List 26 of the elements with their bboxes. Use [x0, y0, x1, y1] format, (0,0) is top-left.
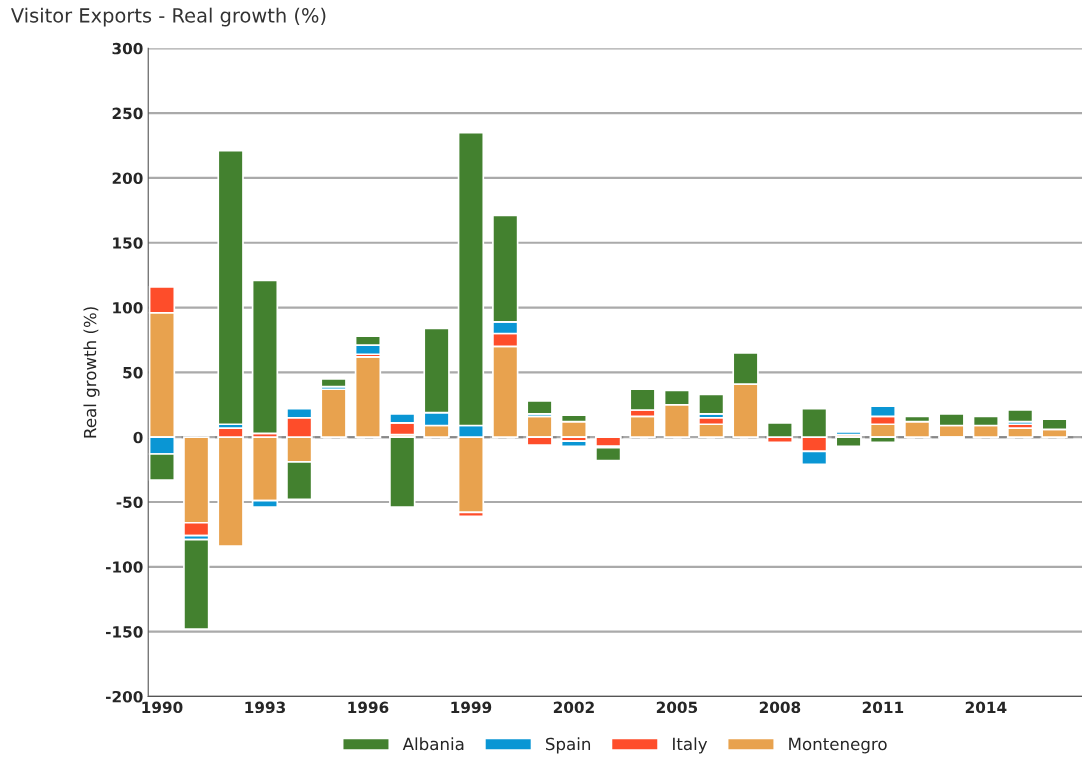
- x-tick-label: 2002: [553, 701, 594, 714]
- y-tick-label: 250: [112, 107, 143, 120]
- x-tick-label: 2008: [759, 701, 801, 714]
- y-tick-label: 300: [112, 42, 143, 55]
- x-tick-label: 1993: [245, 701, 285, 714]
- x-tick-label: 1990: [142, 701, 183, 714]
- y-tick-label: 50: [123, 366, 143, 379]
- y-tick-label: 0: [133, 431, 143, 444]
- legend-label: Albania: [402, 737, 464, 751]
- y-tick-label: 200: [112, 172, 143, 184]
- y-tick-label: -150: [105, 626, 143, 638]
- y-axis-title: Real growth (%): [83, 307, 100, 438]
- x-tick-label: 2011: [862, 701, 904, 714]
- y-tick-label: -200: [105, 690, 143, 703]
- x-tick-label: 2014: [965, 701, 1007, 714]
- x-tick-label: 2005: [656, 701, 698, 714]
- legend-label: Spain: [545, 737, 591, 754]
- y-tick-label: -100: [105, 561, 143, 573]
- y-tick-label: 100: [113, 302, 143, 314]
- chart-title: Visitor Exports - Real growth (%): [10, 7, 326, 27]
- x-tick-label: 1996: [348, 701, 389, 714]
- y-tick-label: -50: [116, 496, 143, 509]
- legend-label: Montenegro: [789, 737, 887, 754]
- y-tick-label: 150: [113, 237, 143, 249]
- legend-label: Italy: [673, 737, 708, 754]
- x-tick-label: 1999: [451, 701, 492, 714]
